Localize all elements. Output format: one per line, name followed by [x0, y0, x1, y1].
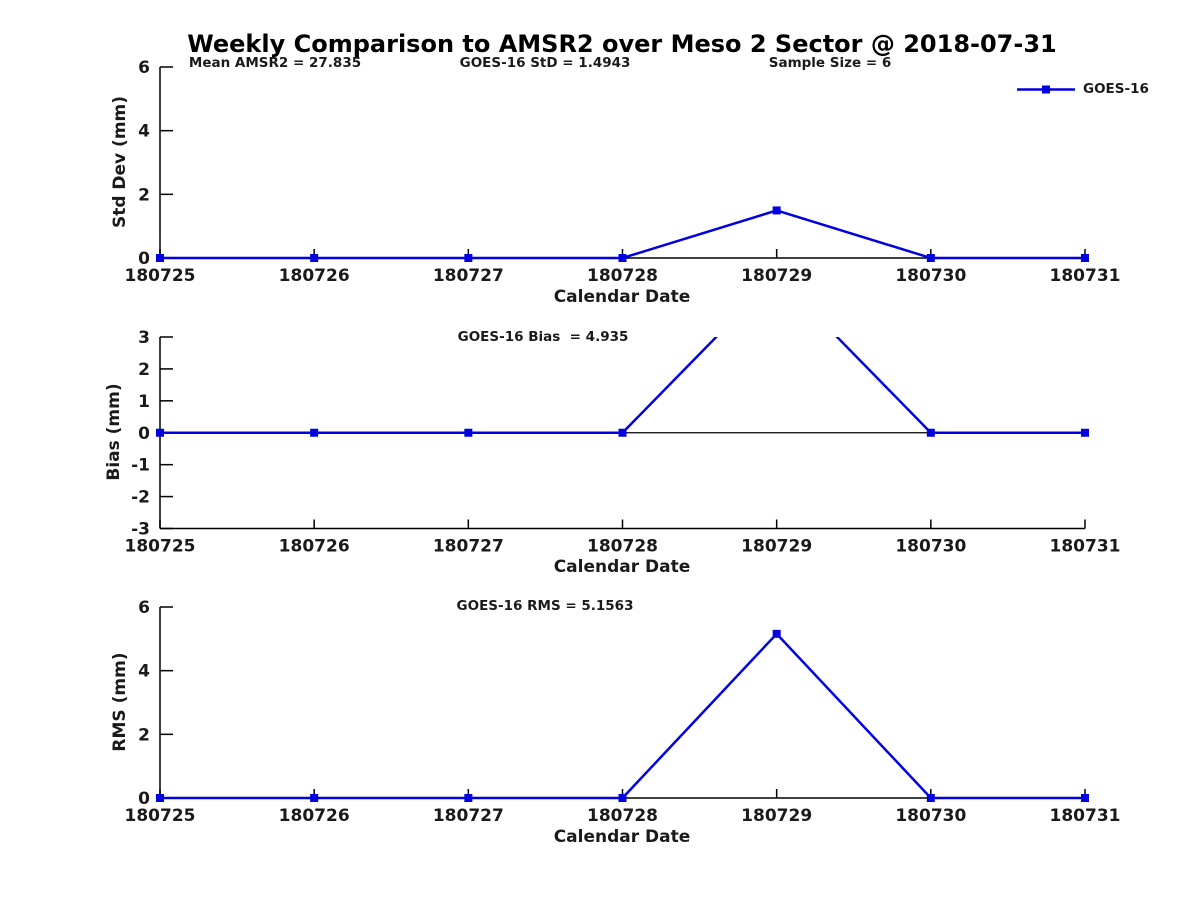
y-tick-label: 4	[138, 662, 150, 682]
y-axis-label-std-dev: Std Dev (mm)	[110, 95, 130, 229]
x-tick-label: 180728	[587, 266, 658, 286]
x-axis-label-2: Calendar Date	[553, 557, 691, 577]
x-tick-label: 180727	[433, 806, 504, 826]
annotation-mean-amsr2: Mean AMSR2 = 27.835	[188, 55, 362, 71]
x-tick-label: 180727	[433, 266, 504, 286]
data-marker	[464, 254, 473, 262]
x-tick-label: 180729	[741, 266, 812, 286]
data-line	[160, 632, 1085, 800]
data-marker	[156, 254, 164, 262]
data-marker	[1081, 254, 1089, 262]
data-marker	[310, 794, 319, 802]
data-marker	[926, 254, 935, 262]
x-tick-label: 180728	[587, 537, 658, 557]
x-tick-label: 180726	[279, 537, 350, 557]
x-axis-label-1: Calendar Date	[553, 287, 691, 307]
data-marker	[1081, 794, 1089, 802]
data-marker	[772, 629, 781, 638]
y-tick-label: 2	[138, 725, 150, 745]
x-tick-label: 180731	[1050, 806, 1121, 826]
annotation-sample-size: Sample Size = 6	[768, 55, 892, 71]
y-tick-label: 2	[138, 185, 150, 205]
x-tick-label: 180725	[125, 266, 196, 286]
x-tick-label: 180731	[1050, 537, 1121, 557]
data-marker	[156, 428, 164, 437]
x-tick-label: 180727	[433, 537, 504, 557]
y-tick-label: 6	[138, 598, 150, 618]
legend: GOES-16	[1016, 81, 1149, 97]
x-tick-label: 180730	[895, 266, 966, 286]
x-tick-label: 180730	[895, 537, 966, 557]
data-marker	[926, 428, 935, 437]
legend-marker	[1042, 85, 1050, 93]
data-marker	[1081, 428, 1089, 437]
x-tick-label: 180725	[125, 537, 196, 557]
annotation-goes16-std: GOES-16 StD = 1.4943	[459, 55, 631, 71]
data-marker	[310, 254, 319, 262]
legend-line-sample	[1017, 85, 1075, 93]
data-marker	[618, 428, 627, 437]
y-tick-label: -2	[131, 488, 150, 508]
data-marker	[618, 794, 627, 802]
data-marker	[310, 428, 319, 437]
x-tick-label: 180731	[1050, 266, 1121, 286]
annotation-goes16-bias: GOES-16 Bias = 4.935	[457, 329, 629, 345]
y-axis-label-bias: Bias (mm)	[104, 383, 124, 481]
chart-title: Weekly Comparison to AMSR2 over Meso 2 S…	[187, 30, 1057, 58]
data-marker	[772, 206, 781, 215]
y-tick-label: 1	[138, 392, 150, 412]
data-marker	[926, 794, 935, 802]
annotation-goes16-rms: GOES-16 RMS = 5.1563	[456, 598, 634, 614]
data-marker	[618, 254, 627, 262]
x-tick-label: 180726	[279, 806, 350, 826]
y-tick-label: 0	[138, 249, 150, 269]
data-marker	[156, 794, 164, 802]
y-axis-label-rms: RMS (mm)	[110, 652, 130, 752]
x-tick-label: 180729	[741, 806, 812, 826]
x-tick-label: 180726	[279, 266, 350, 286]
data-marker	[464, 428, 473, 437]
y-tick-label: 6	[138, 58, 150, 78]
x-tick-label: 180730	[895, 806, 966, 826]
y-tick-label: -3	[131, 520, 150, 540]
x-axis-label-3: Calendar Date	[553, 827, 691, 847]
data-marker	[464, 794, 473, 802]
legend-label: GOES-16	[1083, 81, 1149, 97]
y-tick-label: 3	[138, 328, 150, 348]
y-tick-label: 4	[138, 122, 150, 142]
y-tick-label: 0	[138, 789, 150, 809]
x-tick-label: 180729	[741, 537, 812, 557]
x-tick-label: 180728	[587, 806, 658, 826]
y-tick-label: 0	[138, 424, 150, 444]
y-tick-label: 2	[138, 360, 150, 380]
y-tick-label: -1	[131, 456, 150, 476]
x-tick-label: 180725	[125, 806, 196, 826]
